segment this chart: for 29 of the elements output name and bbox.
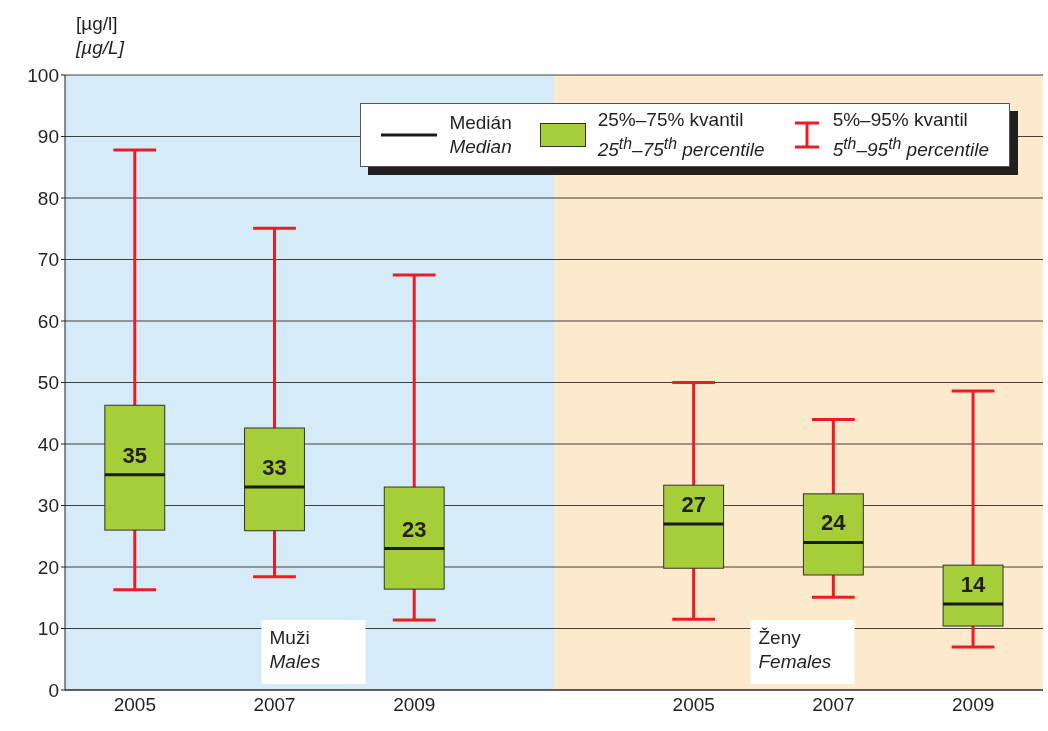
x-tick-label: 2007 (812, 694, 855, 716)
annotation: Muži Males (269, 627, 321, 672)
text: 27 (681, 491, 706, 517)
annotation: Medián Median (449, 111, 512, 160)
y-tick-label: 40 (37, 433, 59, 455)
y-tick-label: 50 (37, 372, 59, 394)
x-tick-label: 2009 (952, 694, 995, 716)
y-tick-label: 90 (37, 126, 59, 148)
text: 35 (122, 442, 148, 468)
y-tick-label: 70 (37, 249, 59, 271)
y-tick-label: 80 (37, 187, 59, 209)
x-tick-label: 2007 (253, 694, 296, 716)
y-tick-label: 60 (37, 310, 59, 332)
x-tick-label: 2005 (672, 694, 715, 716)
y-tick-label: 10 (37, 618, 59, 640)
y-tick-label: 0 (48, 679, 59, 701)
x-tick-label: 2005 (113, 694, 156, 716)
y-tick-label: 20 (37, 556, 59, 578)
y-tick-label: 100 (27, 64, 59, 86)
text: 23 (401, 516, 427, 542)
annotation: 5%–95% kvantil 5$^{th}$–95$^{th}$ percentile (832, 108, 989, 163)
legend-label: 25%–75% kvantil 25$^{th}$–75$^{th}$ percentile (597, 108, 765, 163)
y-axis-title: [µg/l] [µg/L] (75, 13, 125, 58)
text: 14 (960, 571, 986, 597)
y-tick-label: 30 (37, 495, 59, 517)
text: 24 (821, 510, 846, 536)
annotation: Ženy Females (758, 627, 832, 672)
x-tick-label: 2009 (393, 694, 436, 716)
text: 33 (262, 455, 287, 481)
